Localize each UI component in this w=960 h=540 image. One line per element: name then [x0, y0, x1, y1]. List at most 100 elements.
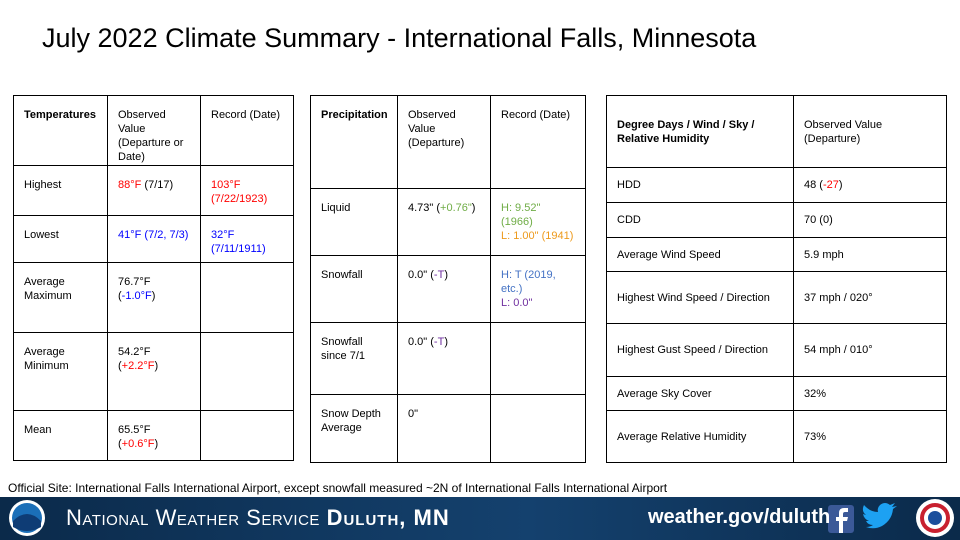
cell-line: 76.7°F (-1.0°F) — [118, 275, 190, 303]
cell-line: 65.5°F (+0.6°F) — [118, 423, 190, 451]
header-cell: Temperatures — [13, 95, 108, 166]
cell: 48 (-27) — [793, 167, 947, 203]
cell — [490, 322, 586, 395]
footer-bar: National Weather Service Duluth, MN weat… — [0, 497, 960, 540]
cell: 73% — [793, 410, 947, 463]
data-row: Average Relative Humidity 73% — [606, 410, 947, 463]
cell-text: 88°F — [118, 179, 142, 191]
cell — [200, 410, 294, 461]
cell: 54 mph / 010° — [793, 323, 947, 377]
cell: H: T (2019, etc.) L: 0.0" — [490, 255, 586, 323]
cell-text: 32°F (7/11/1911) — [211, 229, 266, 255]
header-cell: Observed Value (Departure or Date) — [107, 95, 201, 166]
cell-line: 48 (-27) — [804, 178, 936, 192]
cell: 0.0" (-T) — [397, 322, 491, 395]
cell-text: +0.76" — [440, 202, 472, 214]
organization: National Weather Service — [66, 505, 320, 530]
cell-text: ) — [444, 269, 448, 281]
cell — [490, 394, 586, 463]
cell-text: 103°F (7/22/1923) — [211, 179, 268, 205]
data-row: Highest 88°F (7/17) 103°F (7/22/1923) — [13, 165, 294, 216]
cell: Snowfall — [310, 255, 398, 323]
cell-text: -T — [433, 336, 445, 348]
cell: 103°F (7/22/1923) — [200, 165, 294, 216]
cell-text: H: T (2019, etc.) — [501, 269, 556, 295]
cell: Lowest — [13, 215, 108, 263]
cell-line: H: 9.52" (1966) — [501, 201, 575, 229]
data-row: Snow Depth Average 0" — [310, 394, 586, 463]
header-cell: Observed Value (Departure) — [793, 95, 947, 168]
cell: 0.0" (-T) — [397, 255, 491, 323]
cell: Average Relative Humidity — [606, 410, 794, 463]
data-row: Highest Wind Speed / Direction 37 mph / 0… — [606, 271, 947, 324]
cell: 54.2°F (+2.2°F) — [107, 332, 201, 411]
cell-line: 41°F (7/2, 7/3) — [118, 228, 190, 242]
office: Duluth, MN — [326, 505, 450, 530]
cell-text: ) — [444, 336, 448, 348]
cell-text: ) — [838, 179, 843, 191]
cell: CDD — [606, 202, 794, 238]
cell: Average Maximum — [13, 262, 108, 333]
noaa-logo-bird — [13, 514, 41, 531]
cell: 41°F (7/2, 7/3) — [107, 215, 201, 263]
data-row: Average Sky Cover 32% — [606, 376, 947, 411]
cell-text: +2.2°F — [121, 360, 155, 372]
cell-text: 4.73" ( — [408, 202, 441, 214]
cell-line: 54.2°F (+2.2°F) — [118, 345, 190, 373]
cell-text: ) — [471, 202, 476, 214]
data-table: Precipitation Observed Value (Departure) R… — [310, 95, 586, 463]
cell-line: L: 1.00" (1941) — [501, 229, 575, 243]
cell: 88°F (7/17) — [107, 165, 201, 216]
data-row: Liquid 4.73" (+0.76") H: 9.52" (1966) L: 1.… — [310, 188, 586, 256]
cell-text: 0" — [408, 408, 419, 420]
cell: 37 mph / 020° — [793, 271, 947, 324]
cell-text: ) — [154, 360, 159, 372]
header-cell: Record (Date) — [200, 95, 294, 166]
nws-logo-core — [928, 511, 942, 525]
twitter-icon[interactable] — [862, 503, 897, 529]
cell: 32% — [793, 376, 947, 411]
cell: Highest Wind Speed / Direction — [606, 271, 794, 324]
data-row: Lowest 41°F (7/2, 7/3) 32°F (7/11/1911) — [13, 215, 294, 263]
cell: Average Wind Speed — [606, 237, 794, 272]
cell-text: -27 — [822, 179, 839, 191]
cell: Snow Depth Average — [310, 394, 398, 463]
cell: 5.9 mph — [793, 237, 947, 272]
header-row: Temperatures Observed Value (Departure or… — [13, 95, 294, 166]
cell-line: 4.73" (+0.76") — [408, 201, 480, 215]
cell-text: 0.0" ( — [408, 336, 434, 348]
cell: Highest Gust Speed / Direction — [606, 323, 794, 377]
cell-text: 48 ( — [804, 179, 823, 191]
cell-text: L: 0.0" — [501, 297, 533, 309]
cell: Average Minimum — [13, 332, 108, 411]
cell-line: L: 0.0" — [501, 296, 575, 310]
header-cell: Precipitation — [310, 95, 398, 189]
cell-line: 0" — [408, 407, 480, 421]
cell: Average Sky Cover — [606, 376, 794, 411]
cell: Liquid — [310, 188, 398, 256]
header-row: Precipitation Observed Value (Departure) R… — [310, 95, 586, 189]
cell-text: 54.2°F ( — [118, 346, 151, 372]
header-row: Degree Days / Wind / Sky / Relative Humi… — [606, 95, 947, 168]
data-row: CDD 70 (0) — [606, 202, 947, 238]
cell-text: H: 9.52" (1966) — [501, 202, 541, 228]
facebook-glyph — [836, 508, 848, 533]
data-row: Snowfall 0.0" (-T) H: T (2019, etc.) L: 0.0… — [310, 255, 586, 323]
cell: Mean — [13, 410, 108, 461]
header-cell: Degree Days / Wind / Sky / Relative Humi… — [606, 95, 794, 168]
cell-line: 88°F (7/17) — [118, 178, 190, 192]
cell-text: (7/17) — [141, 179, 174, 191]
cell-text: -T — [433, 269, 445, 281]
cell: 76.7°F (-1.0°F) — [107, 262, 201, 333]
cell-line: 32°F (7/11/1911) — [211, 228, 283, 256]
cell-line: 0.0" (-T) — [408, 335, 480, 349]
data-row: Average Maximum 76.7°F (-1.0°F) — [13, 262, 294, 333]
data-row: Average Wind Speed 5.9 mph — [606, 237, 947, 272]
header-cell: Record (Date) — [490, 95, 586, 189]
cell: 65.5°F (+0.6°F) — [107, 410, 201, 461]
cell-text: L: 1.00" (1941) — [501, 230, 574, 242]
cell-text: 0.0" ( — [408, 269, 434, 281]
cell — [200, 262, 294, 333]
cell-line: 103°F (7/22/1923) — [211, 178, 283, 206]
website[interactable]: weather.gov/duluth — [648, 506, 831, 528]
